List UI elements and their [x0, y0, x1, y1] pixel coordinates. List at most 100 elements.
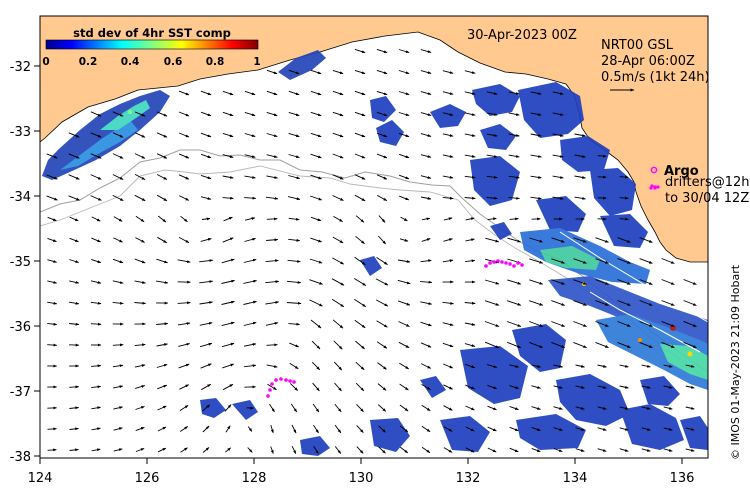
- current-vector-arrow: [288, 322, 300, 326]
- current-vector-arrow: [486, 175, 498, 179]
- current-vector-arrow: [332, 153, 344, 159]
- current-vector-arrow: [442, 259, 454, 263]
- current-vector-arrow: [244, 175, 256, 179]
- current-vector-arrow: [574, 133, 586, 137]
- current-vector-arrow: [269, 403, 275, 413]
- colorbar-tick: 1: [253, 56, 260, 68]
- current-vector-arrow: [553, 364, 563, 368]
- current-vector-arrow: [134, 153, 146, 159]
- current-vector-arrow: [247, 426, 253, 432]
- current-vector-arrow: [312, 403, 320, 413]
- current-vector-arrow: [310, 237, 322, 243]
- current-vector-arrow: [597, 385, 607, 389]
- current-vector-arrow: [90, 322, 102, 326]
- current-vector-arrow: [486, 196, 498, 200]
- current-vector-arrow: [443, 363, 454, 369]
- current-vector-arrow: [46, 174, 58, 180]
- current-vector-arrow: [90, 280, 102, 284]
- current-vector-arrow: [287, 280, 302, 284]
- current-vector-arrow: [399, 404, 409, 412]
- current-vector-arrow: [310, 90, 322, 96]
- current-vector-arrow: [69, 406, 79, 410]
- current-vector-arrow: [464, 196, 476, 200]
- current-vector-arrow: [46, 195, 58, 201]
- current-vector-arrow: [113, 237, 123, 243]
- current-vector-arrow: [47, 427, 57, 431]
- current-vector-arrow: [575, 385, 585, 389]
- current-vector-arrow: [47, 301, 58, 305]
- current-vector-arrow: [47, 216, 57, 222]
- current-vector-arrow: [266, 90, 278, 96]
- current-vector-arrow: [464, 301, 476, 305]
- current-vector-arrow: [222, 383, 234, 391]
- current-vector-arrow: [442, 133, 454, 137]
- current-vector-arrow: [617, 341, 631, 349]
- current-vector-arrow: [484, 341, 500, 349]
- current-vector-arrow: [529, 341, 544, 349]
- x-tick-label: 130: [349, 471, 374, 486]
- current-vector-arrow: [332, 236, 344, 244]
- current-vector-arrow: [47, 448, 57, 452]
- y-tick-label: -35: [10, 255, 31, 270]
- current-streak-2: [589, 291, 701, 353]
- current-vector-arrow: [333, 216, 343, 222]
- current-vector-arrow: [46, 153, 58, 159]
- current-vector-arrow: [266, 238, 279, 242]
- current-vector-arrow: [243, 343, 257, 347]
- current-vector-arrow: [552, 154, 564, 158]
- current-vector-arrow: [487, 447, 497, 453]
- current-vector-arrow: [442, 91, 454, 95]
- current-vector-arrow: [530, 112, 542, 116]
- x-tick-label: 134: [563, 471, 588, 486]
- current-vector-arrow: [134, 132, 146, 138]
- current-vector-arrow: [443, 447, 453, 453]
- current-vector-arrow: [221, 342, 235, 348]
- current-vector-arrow: [509, 447, 519, 453]
- current-vector-arrow: [47, 259, 57, 263]
- current-vector-arrow: [90, 195, 102, 201]
- current-vector-arrow: [157, 447, 167, 453]
- current-vector-arrow: [113, 427, 123, 431]
- current-vector-arrow: [376, 48, 388, 54]
- current-vector-arrow: [356, 403, 364, 413]
- current-vector-arrow: [112, 153, 124, 159]
- current-vector-arrow: [595, 237, 609, 243]
- current-vector-arrow: [310, 195, 323, 201]
- current-vector-arrow: [91, 406, 101, 410]
- current-vector-arrow: [134, 258, 146, 264]
- current-vector-arrow: [464, 154, 476, 158]
- current-vector-arrow: [354, 90, 366, 96]
- current-vector-arrow: [356, 425, 364, 433]
- current-vector-arrow: [375, 299, 389, 307]
- current-vector-arrow: [310, 153, 322, 159]
- current-vector-arrow: [222, 154, 234, 158]
- current-vector-arrow: [69, 301, 80, 305]
- current-vector-arrow: [310, 319, 322, 329]
- current-vector-arrow: [200, 153, 212, 159]
- current-vector-arrow: [639, 341, 653, 349]
- y-tick-label: -32: [10, 60, 31, 75]
- current-vector-arrow: [201, 217, 211, 221]
- current-vector-arrow: [398, 153, 410, 159]
- product-time-label: 28-Apr 06:00Z: [601, 54, 695, 69]
- current-vector-arrow: [91, 448, 101, 452]
- current-vector-arrow: [443, 426, 453, 432]
- current-vector-arrow: [265, 196, 279, 200]
- current-vector-arrow: [112, 301, 124, 305]
- current-vector-arrow: [90, 301, 102, 305]
- current-vector-arrow: [619, 406, 629, 410]
- current-vector-arrow: [69, 216, 79, 222]
- current-vector-arrow: [353, 278, 367, 286]
- current-vector-arrow: [157, 236, 168, 244]
- current-vector-arrow: [551, 237, 565, 243]
- current-vector-arrow: [420, 259, 432, 263]
- current-vector-arrow: [508, 91, 520, 95]
- x-tick-label: 126: [135, 471, 160, 486]
- current-vector-arrow: [221, 258, 235, 264]
- current-vector-arrow: [112, 132, 124, 138]
- current-vector-arrow: [156, 153, 168, 159]
- current-vector-arrow: [91, 258, 102, 264]
- current-vector-arrow: [397, 259, 411, 263]
- current-vector-arrow: [225, 425, 231, 433]
- colorbar-gradient: [45, 39, 259, 50]
